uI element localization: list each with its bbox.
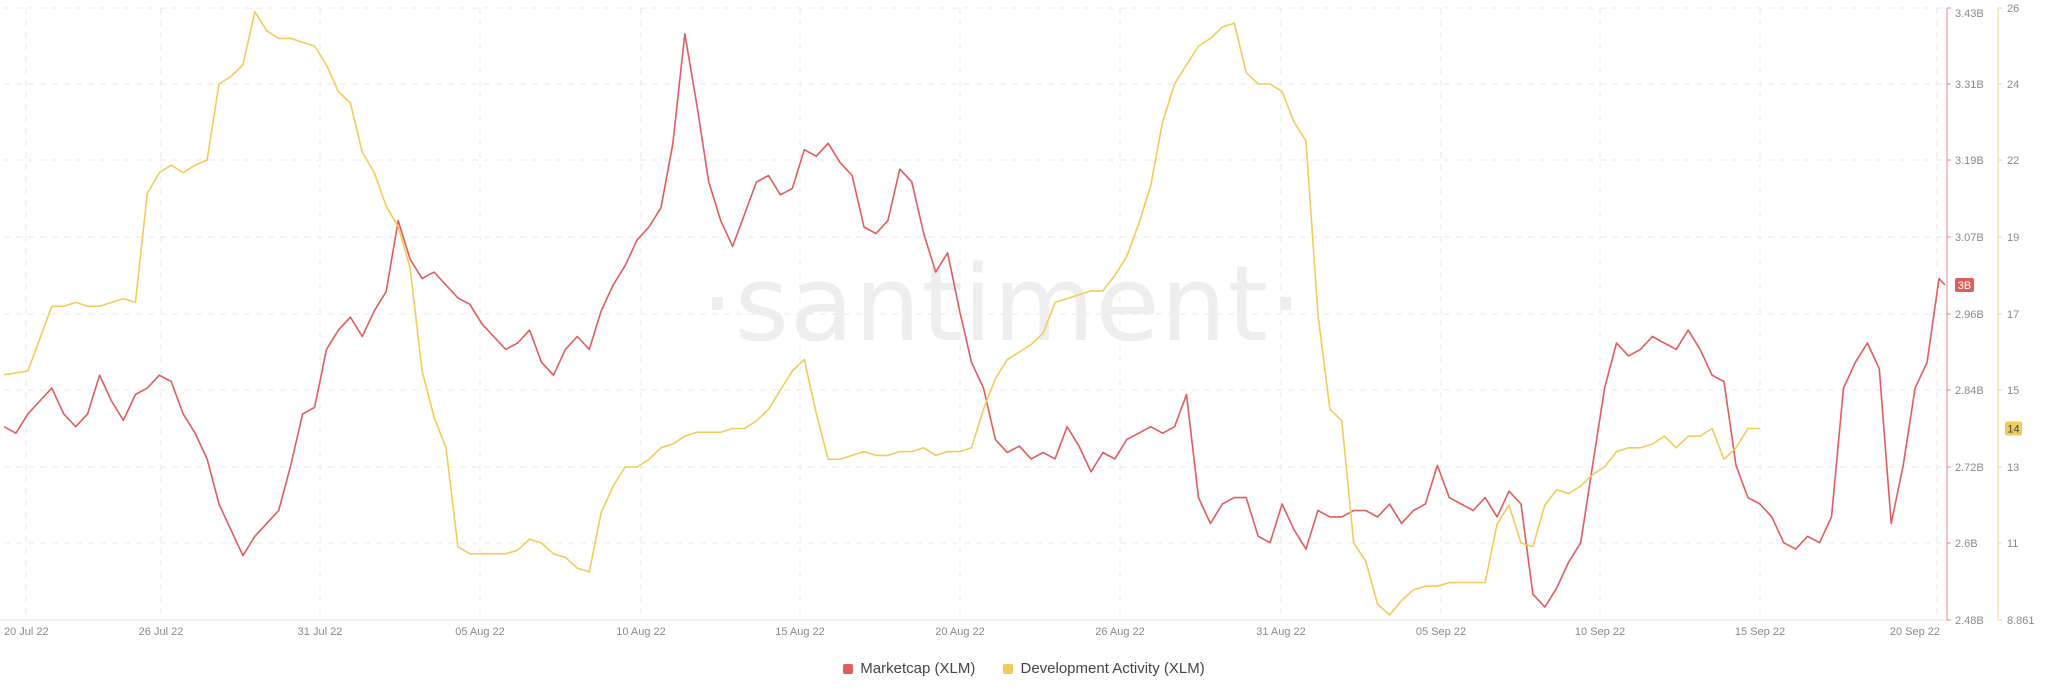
x-tick-label: 26 Jul 22 — [139, 626, 184, 638]
y-left-tick-label: 2.84B — [1955, 385, 1984, 397]
badge-development-activity-value: 14 — [2007, 424, 2019, 436]
x-tick-label: 20 Jul 22 — [4, 626, 49, 638]
grid — [0, 7, 1947, 621]
x-tick-label: 20 Sep 22 — [1890, 626, 1940, 638]
x-tick-label: 05 Sep 22 — [1416, 626, 1466, 638]
series-line-development-activity — [3, 11, 1760, 616]
y-left-tick-label: 2.96B — [1955, 309, 1984, 321]
x-tick-label: 05 Aug 22 — [455, 626, 505, 638]
y-left-tick-label: 3.07B — [1955, 232, 1984, 244]
x-tick-label: 31 Aug 22 — [1256, 626, 1306, 638]
y-right-tick-label: 19 — [2007, 232, 2019, 244]
x-ticks: 20 Jul 22 26 Jul 22 31 Jul 22 05 Aug 22 10 A… — [4, 626, 1940, 638]
y-right-tick-label: 13 — [2007, 462, 2019, 474]
y-left-tick-label: 2.6B — [1955, 538, 1978, 550]
y-left-tick-label: 3.43B — [1955, 8, 1984, 20]
series-layer — [3, 11, 1946, 616]
legend-swatch-marketcap — [843, 663, 854, 674]
y-left-tick-label: 3.19B — [1955, 155, 1984, 167]
legend-label-development-activity: Development Activity (XLM) — [1020, 660, 1205, 677]
y-right-tick-label: 11 — [2007, 538, 2018, 550]
y-left-ticks: 2.48B 2.6B 2.72B 2.84B 2.96B 3.07B 3.19B 3.31B 3… — [1947, 7, 1984, 627]
legend-item-marketcap[interactable]: Marketcap (XLM) — [843, 660, 975, 677]
y-right-ticks: 8.861 11 13 15 17 19 22 24 26 — [1998, 3, 2035, 627]
legend-swatch-development-activity — [1003, 663, 1014, 674]
y-left-tick-label: 2.48B — [1955, 615, 1984, 627]
y-right-tick-label: 8.861 — [2007, 615, 2035, 627]
x-tick-label: 20 Aug 22 — [935, 626, 985, 638]
chart-canvas: ·santiment· 2.48B 2.6B 2.72B 2.84B 2.96B 3.07… — [0, 3, 2035, 638]
legend-label-marketcap: Marketcap (XLM) — [860, 660, 976, 677]
watermark: ·santiment· — [701, 243, 1304, 365]
legend: Marketcap (XLM) Development Activity (XL… — [0, 660, 2048, 678]
y-right-tick-label: 24 — [2007, 79, 2019, 91]
badge-marketcap-bg — [1955, 278, 1974, 293]
badges: 3B 14 — [1955, 278, 2022, 436]
y-left-tick-label: 2.72B — [1955, 462, 1984, 474]
x-tick-label: 10 Sep 22 — [1575, 626, 1625, 638]
x-tick-label: 10 Aug 22 — [616, 626, 666, 638]
x-tick-label: 26 Aug 22 — [1095, 626, 1145, 638]
x-tick-label: 31 Jul 22 — [298, 626, 343, 638]
badge-development-activity-bg — [2005, 421, 2022, 436]
y-right-tick-label: 22 — [2007, 155, 2019, 167]
x-tick-label: 15 Aug 22 — [775, 626, 825, 638]
y-left-tick-label: 3.31B — [1955, 79, 1984, 91]
x-tick-label: 15 Sep 22 — [1735, 626, 1785, 638]
legend-item-development-activity[interactable]: Development Activity (XLM) — [1003, 660, 1205, 677]
y-right-tick-label: 17 — [2007, 309, 2019, 321]
y-right-tick-label: 26 — [2007, 3, 2019, 15]
badge-marketcap-value: 3B — [1958, 280, 1971, 292]
y-right-tick-label: 15 — [2007, 385, 2019, 397]
series-line-marketcap — [3, 33, 1946, 608]
